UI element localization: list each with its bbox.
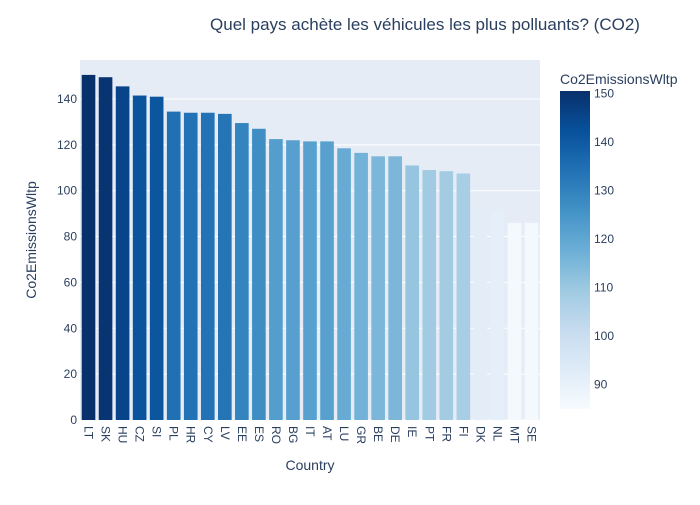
x-tick-label: HR bbox=[184, 426, 198, 444]
x-tick-label: SK bbox=[99, 426, 113, 442]
y-tick-label: 100 bbox=[57, 184, 77, 198]
x-tick-label: SI bbox=[150, 426, 164, 437]
x-tick-label: PT bbox=[422, 426, 436, 442]
bar-se[interactable] bbox=[524, 222, 539, 420]
bars bbox=[81, 74, 539, 421]
bar-at[interactable] bbox=[320, 141, 334, 420]
bar-pl[interactable] bbox=[166, 111, 181, 421]
bar-hu[interactable] bbox=[115, 86, 130, 421]
x-tick-label: HU bbox=[116, 426, 130, 443]
x-tick-label: BG bbox=[286, 426, 300, 443]
bar-si[interactable] bbox=[149, 96, 164, 420]
chart-title: Quel pays achète les véhicules les plus … bbox=[210, 15, 640, 34]
x-tick-label: RO bbox=[269, 426, 283, 444]
x-tick-label: DE bbox=[388, 426, 402, 443]
x-tick-label: CZ bbox=[133, 426, 147, 442]
x-tick-label: IE bbox=[405, 426, 419, 437]
y-axis-label: Co2EmissionsWltp bbox=[23, 181, 39, 299]
x-tick-label: DK bbox=[473, 426, 487, 443]
x-tick-label: EE bbox=[235, 426, 249, 442]
bar-gr[interactable] bbox=[354, 152, 368, 420]
y-tick-label: 120 bbox=[57, 138, 77, 152]
bar-lu[interactable] bbox=[337, 148, 351, 420]
y-tick-label: 40 bbox=[64, 321, 78, 335]
bar-lv[interactable] bbox=[218, 113, 232, 421]
bar-mt[interactable] bbox=[507, 222, 522, 420]
x-tick-label: CY bbox=[201, 426, 215, 443]
bar-be[interactable] bbox=[371, 156, 385, 420]
bar-it[interactable] bbox=[303, 141, 317, 420]
x-tick-label: FR bbox=[439, 426, 453, 442]
colorbar-tick-label: 110 bbox=[594, 281, 613, 295]
bar-cy[interactable] bbox=[200, 112, 215, 420]
bar-es[interactable] bbox=[252, 128, 266, 421]
x-axis-label: Country bbox=[285, 457, 334, 473]
colorbar bbox=[560, 91, 590, 409]
bar-ee[interactable] bbox=[235, 123, 249, 421]
bar-nl[interactable] bbox=[490, 211, 505, 420]
x-tick-label: BE bbox=[371, 426, 385, 442]
x-tick-label: IT bbox=[303, 426, 317, 437]
y-tick-label: 80 bbox=[64, 230, 78, 244]
x-tick-label: LT bbox=[82, 426, 96, 440]
bar-cz[interactable] bbox=[132, 95, 147, 420]
bar-ie[interactable] bbox=[405, 165, 420, 420]
y-tick-label: 20 bbox=[64, 367, 78, 381]
bar-de[interactable] bbox=[388, 156, 402, 420]
bar-bg[interactable] bbox=[286, 140, 300, 421]
colorbar-tick-label: 100 bbox=[594, 329, 614, 343]
colorbar-tick-label: 120 bbox=[594, 232, 614, 246]
x-tick-label: PL bbox=[167, 426, 181, 441]
y-tick-label: 0 bbox=[70, 413, 77, 427]
x-tick-label: ES bbox=[252, 426, 266, 442]
bar-fi[interactable] bbox=[456, 173, 471, 420]
x-tick-label: LU bbox=[337, 426, 351, 441]
colorbar-title: Co2EmissionsWltp bbox=[560, 71, 678, 87]
y-axis-ticks: 0 20 40 60 80 100 120 140 bbox=[57, 92, 77, 427]
x-tick-label: AT bbox=[320, 426, 334, 441]
x-tick-label: MT bbox=[507, 426, 521, 444]
x-axis-ticks: LT SK HU CZ SI PL HR CY LV EE ES RO BG IT AT LU GR BE DE IE… bbox=[82, 426, 539, 444]
y-tick-label: 140 bbox=[57, 92, 77, 106]
bar-pt[interactable] bbox=[422, 170, 437, 420]
colorbar-tick-label: 150 bbox=[594, 86, 614, 100]
bar-hr[interactable] bbox=[183, 112, 198, 420]
bar-ro[interactable] bbox=[269, 139, 283, 420]
x-tick-label: NL bbox=[490, 426, 504, 442]
bar-dk[interactable] bbox=[473, 209, 488, 420]
colorbar-tick-label: 140 bbox=[594, 135, 614, 149]
colorbar-ticks: 90 100 110 120 130 140 150 bbox=[594, 86, 614, 391]
x-tick-label: LV bbox=[218, 426, 232, 440]
x-tick-label: GR bbox=[354, 426, 368, 444]
bar-sk[interactable] bbox=[98, 77, 113, 420]
bar-lt[interactable] bbox=[81, 74, 96, 421]
bar-fr[interactable] bbox=[439, 171, 454, 420]
colorbar-tick-label: 130 bbox=[594, 184, 614, 198]
y-tick-label: 60 bbox=[64, 275, 78, 289]
x-tick-label: FI bbox=[456, 426, 470, 437]
x-tick-label: SE bbox=[524, 426, 538, 442]
colorbar-tick-label: 90 bbox=[594, 378, 608, 392]
